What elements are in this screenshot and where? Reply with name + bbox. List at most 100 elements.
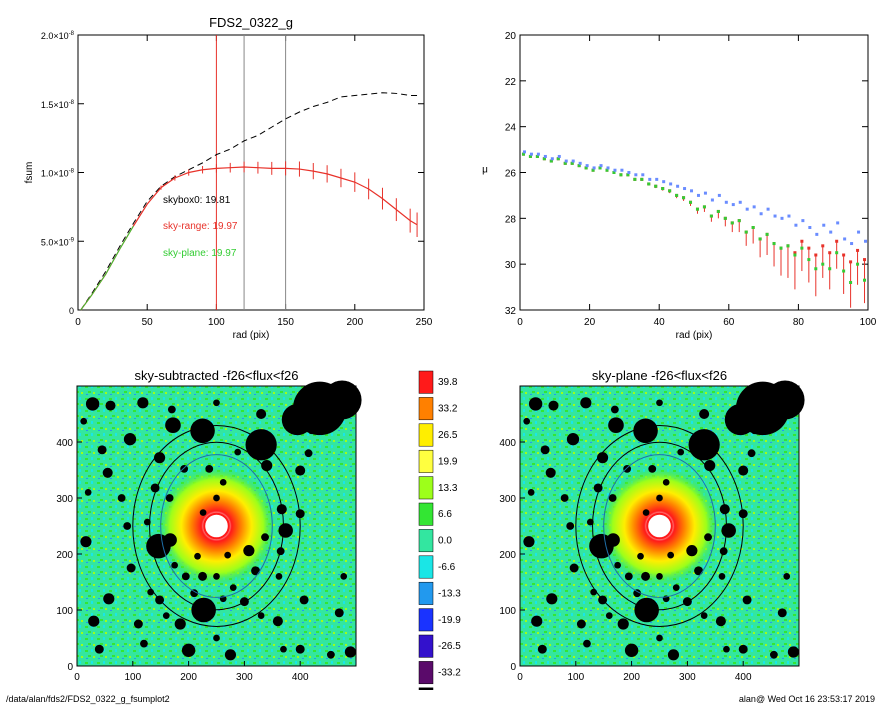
colorbar-swatch [418, 555, 434, 579]
sky-plane-masked-source [617, 618, 629, 630]
sky-subtracted-masked-source [163, 533, 177, 547]
sky-plane-masked-source [523, 536, 535, 548]
sky-subtracted-masked-source [205, 464, 214, 473]
mu-xtick-label: 80 [793, 317, 805, 328]
mu-point [780, 216, 784, 220]
sky-plane-masked-source [787, 646, 799, 658]
sky-subtracted-masked-source [304, 449, 313, 458]
sky-subtracted-ytick-label: 0 [67, 662, 73, 673]
sky-subtracted-masked-source [245, 429, 277, 461]
sky-plane-masked-source [548, 400, 559, 411]
mu-point [709, 214, 713, 218]
sky-subtracted-masked-source [171, 561, 178, 569]
sky-subtracted-masked-source [123, 433, 137, 446]
sky-subtracted-masked-source [219, 478, 227, 486]
mu-point [668, 189, 672, 193]
mu-point [599, 164, 603, 168]
sky-subtracted-xtick-label: 300 [236, 672, 253, 683]
mu-point [542, 157, 546, 161]
sky-plane-xtick-label: 200 [623, 672, 640, 683]
sky-subtracted-masked-source [243, 545, 255, 557]
sky-plane-masked-source [769, 650, 778, 659]
mu-point [849, 260, 853, 264]
sky-subtracted-masked-source [194, 552, 201, 560]
mu-point [821, 262, 825, 266]
sky-plane-masked-source [624, 572, 633, 581]
colorbar-swatch [418, 608, 434, 632]
mu-point [828, 251, 832, 255]
sky-plane-masked-source [738, 509, 748, 519]
sky-subtracted-masked-source [165, 417, 181, 434]
sky-plane-masked-source [783, 573, 791, 580]
mu-xtick-label: 20 [584, 317, 596, 328]
sky-plane-masked-source [656, 573, 663, 580]
mu-ytick-label: 32 [505, 306, 517, 317]
sky-plane-ytick-label: 100 [499, 606, 516, 617]
sky-subtracted-masked-source [261, 459, 273, 472]
sky-subtracted-ytick-label: 100 [56, 606, 73, 617]
mu-point [606, 166, 610, 170]
sky-plane-masked-source [662, 478, 670, 486]
mu-point [620, 168, 624, 172]
mu-point [814, 267, 818, 271]
sky-subtracted-masked-source [84, 489, 92, 496]
sky-plane-masked-source [718, 573, 726, 580]
sky-plane-masked-source [694, 566, 704, 576]
mu-point [793, 251, 797, 255]
sky-plane-ytick-label: 400 [499, 438, 516, 449]
sky-plane-masked-source [656, 634, 663, 642]
sky-subtracted-masked-source [165, 494, 174, 502]
mu-point [730, 221, 734, 225]
sky-plane-xtick-label: 0 [517, 672, 523, 683]
sky-subtracted-masked-source [181, 572, 190, 581]
mu-point [557, 154, 561, 158]
sky-subtracted-masked-source [97, 445, 107, 455]
mu-point [716, 209, 720, 213]
mu-point [814, 253, 818, 257]
sky-subtracted-masked-source [167, 405, 176, 414]
mu-xlabel: rad (pix) [676, 330, 713, 341]
sky-plane-masked-source [672, 584, 680, 591]
mu-point [655, 177, 659, 181]
mu-point [578, 161, 582, 165]
sky-subtracted-masked-source [103, 593, 115, 605]
mu-point [529, 152, 533, 156]
mu-point [696, 193, 700, 197]
mu-point [585, 164, 589, 168]
mu-point [793, 253, 797, 257]
mu-point [857, 230, 861, 234]
sky-subtracted-masked-source [229, 584, 237, 591]
sky-plane-masked-source [700, 612, 708, 619]
mu-point [751, 226, 755, 229]
sky-subtracted-masked-source [234, 448, 242, 456]
sky-subtracted-xtick-label: 400 [292, 672, 309, 683]
mu-point [675, 193, 679, 197]
sky-plane-masked-source [747, 449, 756, 458]
sky-plane-xtick-label: 400 [735, 672, 752, 683]
sky-plane-image-title: sky-plane -f26<flux<f26 [592, 368, 727, 383]
fsum-annotation: skybox0: 19.81 [163, 195, 231, 206]
mu-xtick-label: 0 [517, 317, 523, 328]
sky-plane-aperture-ellipse [575, 425, 744, 627]
colorbar-swatch [418, 661, 434, 685]
sky-subtracted-masked-source [326, 650, 335, 659]
mu-point [695, 207, 699, 211]
mu-point [807, 258, 811, 262]
colorbar-swatch [418, 423, 434, 447]
sky-subtracted-masked-source [295, 644, 305, 654]
sky-subtracted-masked-source [162, 612, 170, 619]
colorbar-swatch [418, 449, 434, 473]
sky-subtracted-masked-source [88, 615, 100, 627]
sky-subtracted-masked-source [295, 465, 306, 476]
mu-point [856, 262, 860, 266]
sky-subtracted-masked-source [94, 644, 104, 654]
mu-point [633, 177, 637, 181]
sky-subtracted-ytick-label: 400 [56, 438, 73, 449]
mu-point [794, 223, 798, 227]
mu-point [766, 207, 770, 211]
mu-ytick-label: 22 [505, 77, 517, 88]
sky-subtracted-ytick-label: 300 [56, 494, 73, 505]
mu-point [752, 205, 756, 209]
sky-plane-masked-source [677, 448, 685, 456]
mu-point [759, 212, 763, 216]
